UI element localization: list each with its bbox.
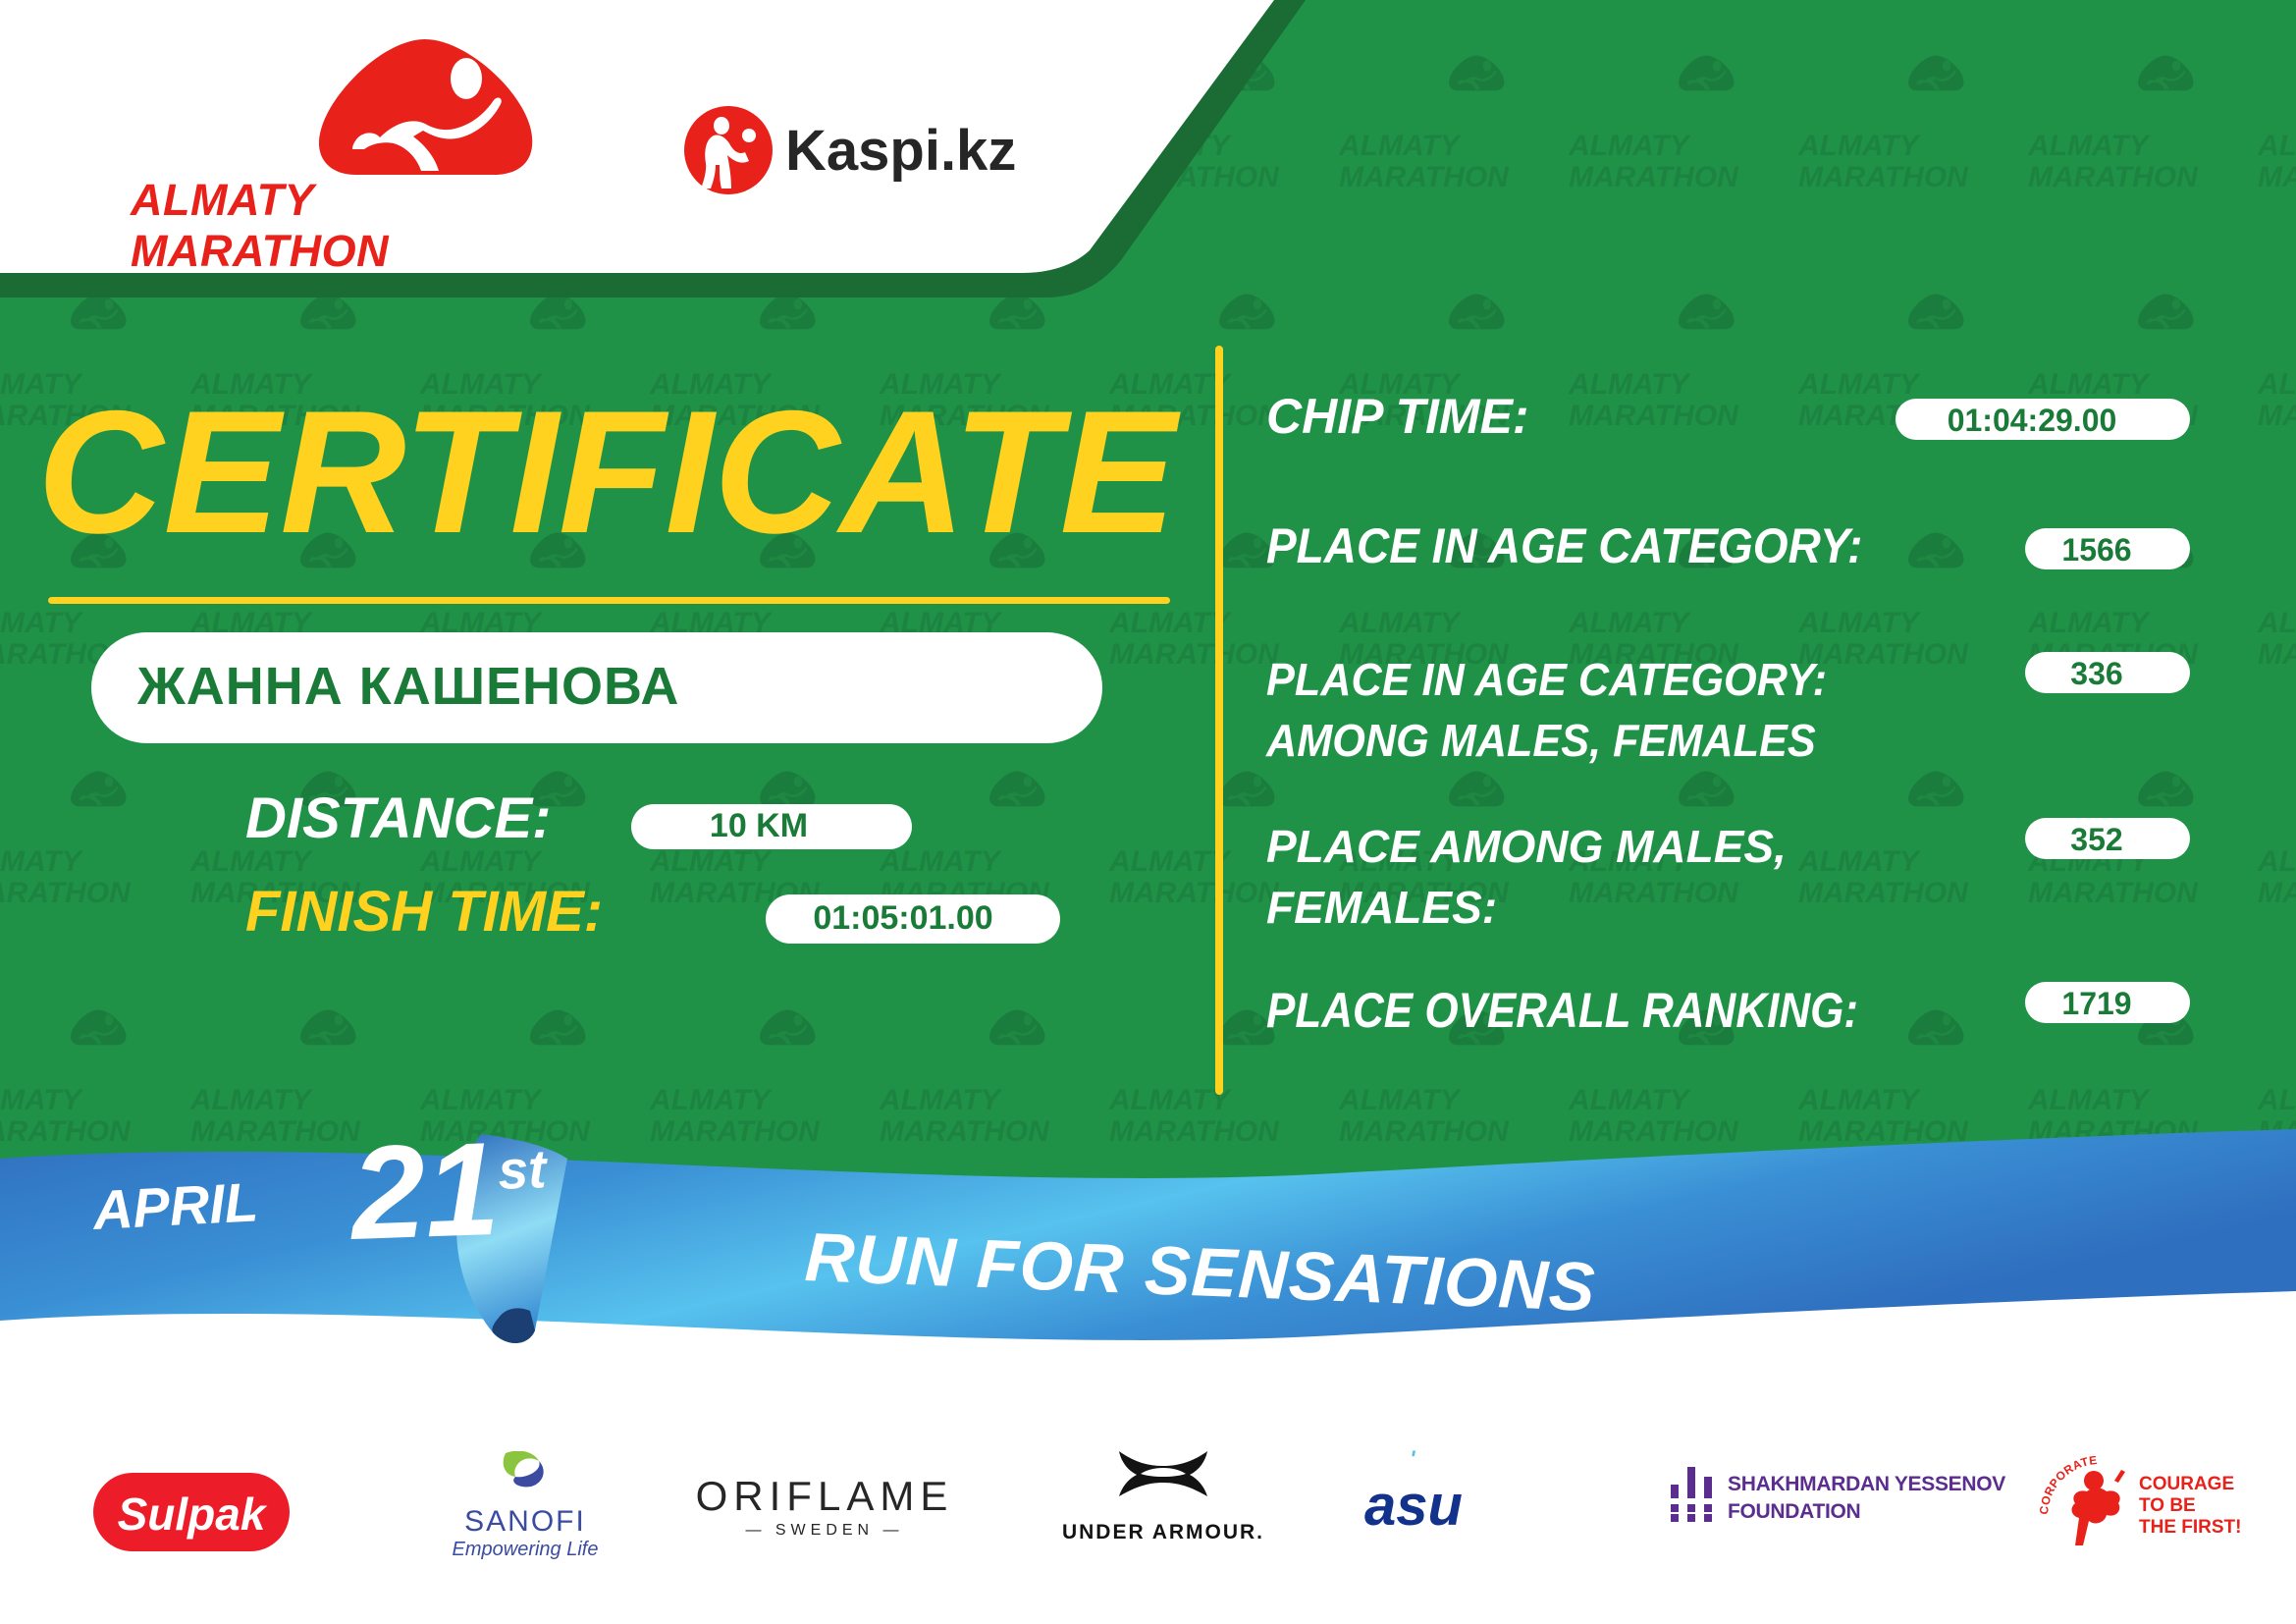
svg-text:Sulpak: Sulpak bbox=[118, 1489, 268, 1540]
svg-text:TO BE: TO BE bbox=[2139, 1495, 2196, 1516]
svg-text:THE FIRST!: THE FIRST! bbox=[2139, 1517, 2242, 1538]
svg-text:COURAGE: COURAGE bbox=[2139, 1474, 2234, 1494]
